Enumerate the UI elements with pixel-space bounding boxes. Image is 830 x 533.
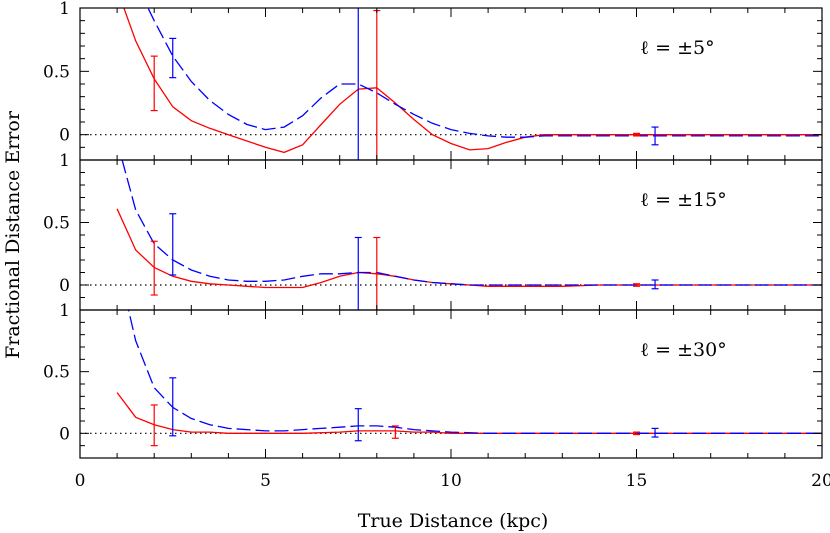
error-bar	[150, 55, 158, 112]
panel-3: 0 0.5 1 ℓ = ±30°	[43, 301, 823, 459]
error-bar	[150, 240, 158, 296]
y-axis-label: Fractional Distance Error	[2, 110, 24, 359]
plot-area	[123, 8, 822, 160]
x-tick-label: 10	[440, 471, 462, 491]
panels: 0 0.5 1 ℓ = ±5° 0 0.5 1 ℓ = ±15° 0 0.5 1 ℓ = ±30°	[43, 0, 823, 459]
x-tick-label: 20	[811, 471, 830, 491]
y-tick-label: 0.5	[43, 363, 70, 383]
error-bar	[354, 236, 362, 310]
y-tick-label: 0	[59, 424, 70, 444]
error-bar	[373, 9, 381, 160]
y-tick-label: 1	[59, 301, 70, 321]
y-tick-label: 0.5	[43, 214, 70, 234]
plot-area	[116, 310, 822, 447]
plot-area	[116, 160, 822, 310]
x-tick-label: 15	[626, 471, 648, 491]
panel-1: 0 0.5 1 ℓ = ±5°	[43, 0, 823, 161]
panel-label: ℓ = ±30°	[640, 339, 727, 361]
panel-2: 0 0.5 1 ℓ = ±15°	[43, 151, 823, 311]
dashed-blue-series	[121, 160, 822, 286]
error-bar	[373, 236, 381, 310]
panel-frame	[79, 309, 823, 459]
error-bar	[651, 279, 659, 290]
x-tick-label: 5	[260, 471, 271, 491]
panel-label: ℓ = ±5°	[640, 37, 715, 59]
y-tick-label: 0	[59, 276, 70, 296]
y-tick-label: 1	[59, 0, 70, 19]
x-tick-labels: 0 5 10 15 20	[75, 471, 830, 491]
error-bar	[354, 408, 362, 442]
panel-frame	[79, 7, 823, 161]
solid-red-series	[123, 8, 822, 154]
x-tick-label: 0	[75, 471, 86, 491]
panel-frame	[79, 159, 823, 311]
error-bar	[651, 126, 659, 146]
solid-red-series	[116, 208, 822, 289]
y-tick-label: 0	[59, 126, 70, 146]
y-tick-label: 1	[59, 151, 70, 171]
error-bar	[169, 37, 177, 79]
panel-label: ℓ = ±15°	[640, 189, 727, 211]
dashed-blue-series	[147, 8, 822, 138]
x-axis-label: True Distance (kpc)	[358, 510, 549, 532]
y-tick-label: 0.5	[43, 62, 70, 82]
error-bar	[169, 213, 177, 276]
error-bar	[169, 377, 177, 437]
error-bar	[391, 425, 399, 439]
error-bar	[150, 404, 158, 447]
error-bar	[633, 132, 640, 137]
error-bar	[633, 283, 640, 287]
dashed-blue-series	[127, 310, 822, 434]
error-bar	[651, 427, 659, 438]
error-bar	[633, 431, 640, 436]
